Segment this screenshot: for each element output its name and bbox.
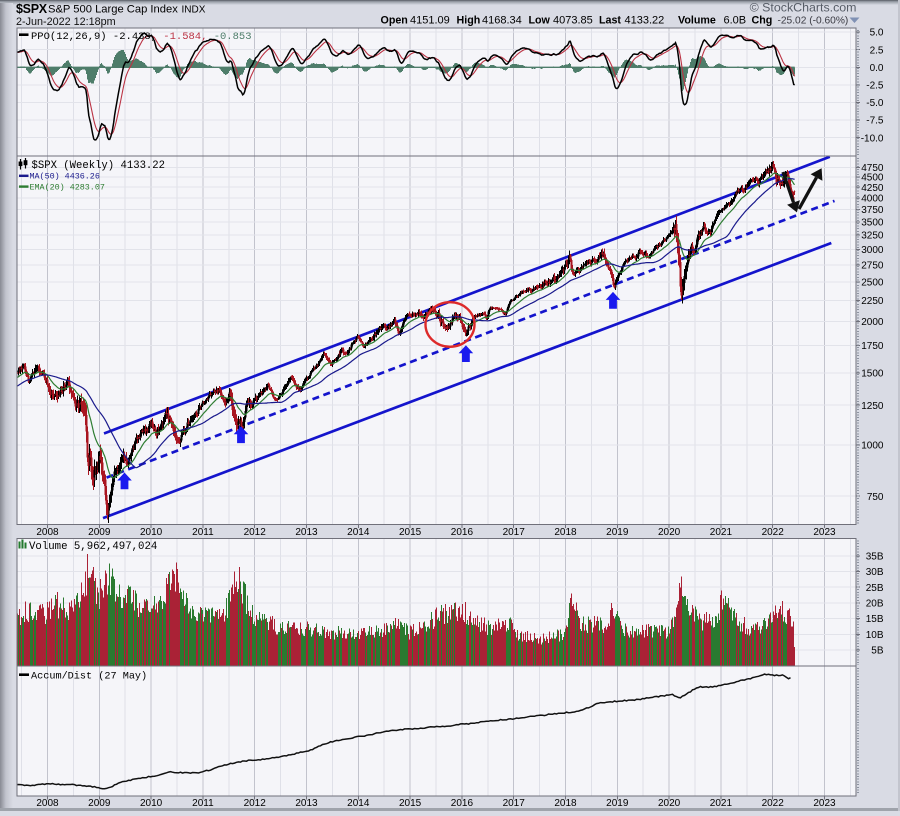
- svg-text:INDX: INDX: [182, 4, 206, 15]
- svg-text:Open: Open: [381, 15, 408, 27]
- svg-text:25B: 25B: [866, 583, 884, 594]
- svg-text:1000: 1000: [861, 441, 884, 452]
- svg-text:2017: 2017: [503, 527, 526, 538]
- svg-text:5B: 5B: [871, 646, 884, 657]
- svg-text:2015: 2015: [399, 527, 422, 538]
- svg-text:2.5: 2.5: [870, 45, 884, 56]
- svg-text:4073.85: 4073.85: [553, 15, 593, 27]
- svg-text:2500: 2500: [861, 277, 884, 288]
- svg-text:35B: 35B: [866, 551, 884, 562]
- svg-text:Last: Last: [599, 15, 621, 27]
- svg-text:2014: 2014: [347, 527, 370, 538]
- svg-text:1500: 1500: [861, 368, 884, 379]
- svg-text:2021: 2021: [710, 527, 733, 538]
- svg-text:2020: 2020: [658, 798, 681, 809]
- svg-text:3250: 3250: [861, 231, 884, 242]
- svg-text:6.0B: 6.0B: [724, 15, 747, 27]
- svg-text:$SPX: $SPX: [16, 2, 48, 16]
- svg-text:2011: 2011: [192, 527, 214, 538]
- svg-text:-10.0: -10.0: [861, 133, 884, 144]
- svg-text:Volume 5,962,497,024: Volume 5,962,497,024: [29, 541, 157, 553]
- svg-text:2000: 2000: [861, 317, 884, 328]
- svg-text:2018: 2018: [554, 798, 577, 809]
- svg-text:2750: 2750: [861, 260, 884, 271]
- svg-text:2013: 2013: [295, 798, 318, 809]
- svg-text:2021: 2021: [710, 798, 733, 809]
- svg-text:Accum/Dist (27 May): Accum/Dist (27 May): [31, 671, 147, 683]
- svg-text:2-Jun-2022 12:18pm: 2-Jun-2022 12:18pm: [16, 16, 116, 28]
- svg-text:-2.5: -2.5: [866, 81, 884, 92]
- svg-text:2012: 2012: [244, 798, 267, 809]
- svg-text:-7.5: -7.5: [866, 116, 884, 127]
- svg-text:4750: 4750: [861, 163, 884, 174]
- svg-text:2009: 2009: [88, 527, 111, 538]
- svg-text:$SPX (Weekly) 4133.22: $SPX (Weekly) 4133.22: [32, 160, 166, 172]
- svg-text:2023: 2023: [813, 798, 836, 809]
- svg-text:5.0: 5.0: [870, 28, 884, 39]
- svg-text:2018: 2018: [554, 527, 577, 538]
- svg-text:Volume: Volume: [678, 15, 716, 27]
- svg-text:20B: 20B: [866, 599, 884, 610]
- svg-text:EMA(20) 4283.07: EMA(20) 4283.07: [30, 183, 105, 193]
- svg-text:2008: 2008: [36, 798, 59, 809]
- svg-text:2016: 2016: [451, 527, 474, 538]
- svg-text:2011: 2011: [192, 798, 214, 809]
- svg-text:2012: 2012: [244, 527, 267, 538]
- svg-text:4000: 4000: [861, 194, 884, 205]
- svg-text:2019: 2019: [606, 798, 629, 809]
- svg-text:4151.09: 4151.09: [410, 15, 450, 27]
- svg-text:2020: 2020: [658, 527, 681, 538]
- svg-text:Low: Low: [529, 15, 551, 27]
- svg-text:15B: 15B: [866, 614, 884, 625]
- svg-text:2008: 2008: [36, 527, 59, 538]
- svg-text:© StockCharts.com: © StockCharts.com: [750, 0, 857, 14]
- svg-text:S&P 500 Large Cap Index: S&P 500 Large Cap Index: [48, 4, 178, 16]
- svg-text:3500: 3500: [861, 217, 884, 228]
- svg-text:750: 750: [867, 492, 884, 503]
- svg-text:2010: 2010: [140, 798, 163, 809]
- svg-text:3750: 3750: [861, 205, 884, 216]
- svg-text:3000: 3000: [861, 245, 884, 256]
- svg-text:MA(50) 4436.26: MA(50) 4436.26: [30, 172, 100, 182]
- svg-text:2015: 2015: [399, 798, 422, 809]
- svg-text:1250: 1250: [861, 401, 884, 412]
- svg-text:-5.0: -5.0: [866, 98, 884, 109]
- svg-text:2013: 2013: [295, 527, 318, 538]
- svg-text:10B: 10B: [866, 630, 884, 641]
- svg-text:4250: 4250: [861, 183, 884, 194]
- svg-text:PPO(12,26,9) -2.438,-1.584,-0.: PPO(12,26,9) -2.438, -1.584, -0.853: [31, 31, 252, 43]
- svg-text:4500: 4500: [861, 173, 884, 184]
- svg-text:1750: 1750: [861, 341, 884, 352]
- svg-text:4133.22: 4133.22: [625, 15, 665, 27]
- svg-text:30B: 30B: [866, 567, 884, 578]
- svg-text:2022: 2022: [762, 527, 785, 538]
- svg-text:2014: 2014: [347, 798, 370, 809]
- svg-text:2010: 2010: [140, 527, 163, 538]
- svg-text:2023: 2023: [813, 527, 836, 538]
- svg-text:4168.34: 4168.34: [482, 15, 522, 27]
- svg-text:2250: 2250: [861, 296, 884, 307]
- svg-text:-25.02 (-0.60%): -25.02 (-0.60%): [778, 16, 849, 27]
- svg-text:0.0: 0.0: [870, 63, 884, 74]
- svg-text:High: High: [457, 15, 481, 27]
- svg-text:2016: 2016: [451, 798, 474, 809]
- svg-text:2017: 2017: [503, 798, 526, 809]
- svg-text:2009: 2009: [88, 798, 111, 809]
- svg-text:Chg: Chg: [752, 15, 773, 27]
- svg-text:2019: 2019: [606, 527, 629, 538]
- svg-text:2022: 2022: [762, 798, 785, 809]
